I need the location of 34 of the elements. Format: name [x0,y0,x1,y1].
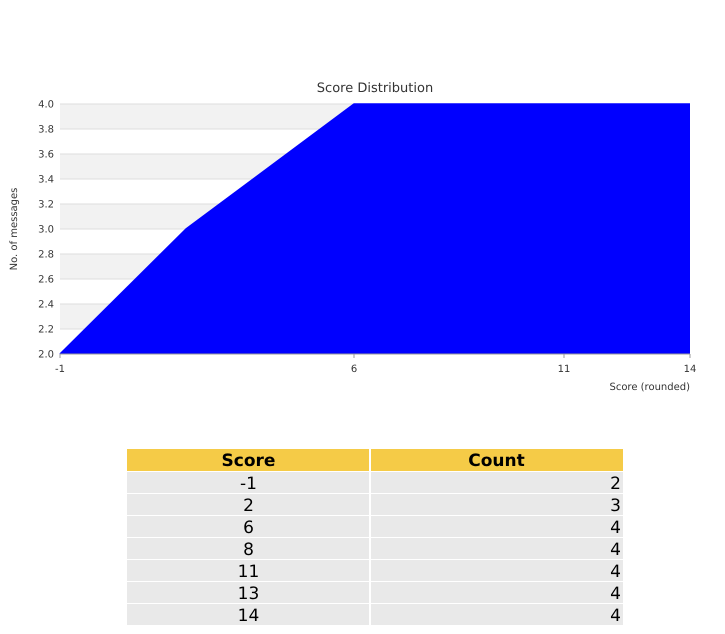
data-label: 2 [243,496,254,516]
y-tick-label: 3.6 [38,150,54,160]
x-tick-label: 14 [684,364,696,375]
y-tick-label: 3.0 [38,224,54,236]
x-tick-label: 6 [350,364,358,375]
y-tick-label: 4.0 [38,100,54,110]
data-label: 4 [610,584,621,604]
y-tick-label: 2.6 [38,274,54,286]
category-label: 6 [243,518,254,538]
y-tick-label: 2.0 [38,350,54,360]
text: Score [222,451,276,471]
y-tick-label: 3.8 [38,124,54,136]
category-label: 8 [243,540,254,560]
x-axis-title: Score (rounded) [609,382,690,393]
category-label: 13 [238,584,260,604]
y-tick-label: 2.2 [38,324,54,336]
x-tick-label: -1 [55,364,65,375]
data-label: 4 [610,562,621,582]
category-label: 2 [610,474,621,494]
data-label: 4 [610,606,621,626]
category-label: 11 [238,562,260,582]
text: Count [468,451,525,471]
y-tick-label: 3.4 [38,174,54,186]
x-tick-label: 11 [558,364,570,375]
data-label: 4 [610,518,621,538]
category-label: 14 [238,606,260,626]
data-label: 4 [610,540,621,560]
y-axis-title: No. of messages [9,188,20,270]
category-label: -1 [240,474,257,494]
y-tick-label: 3.2 [38,200,54,210]
y-tick-label: 2.4 [38,300,54,310]
y-tick-label: 2.8 [38,250,54,260]
data-label: 3 [610,496,621,516]
chart-title: Score Distribution [316,81,434,96]
